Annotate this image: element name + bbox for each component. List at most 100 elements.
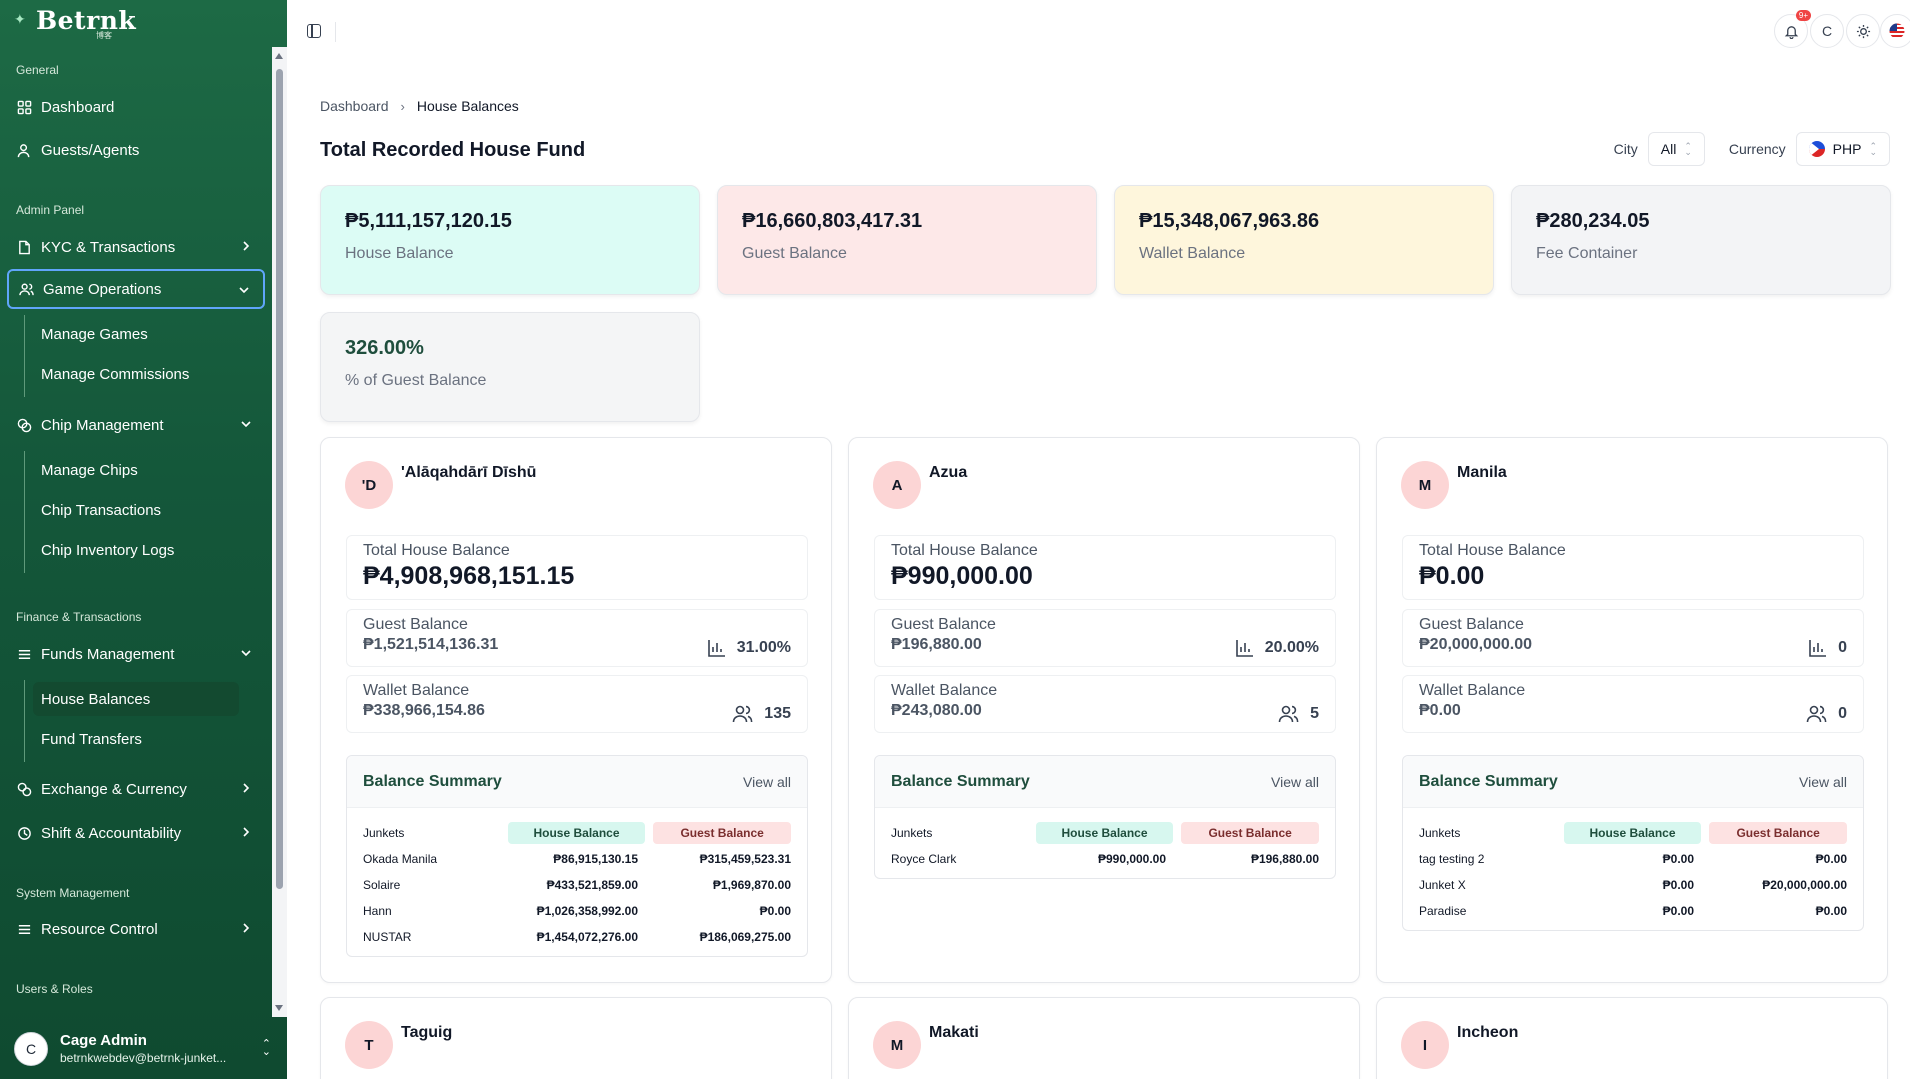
sidebar: ✦ Betrnk 博客 General Dashboard Guests/Age… bbox=[0, 0, 287, 1079]
wallet-count-value: 5 bbox=[1310, 705, 1319, 722]
user-name: Cage Admin bbox=[60, 1032, 147, 1049]
sidebar-item-dashboard[interactable]: Dashboard bbox=[7, 87, 265, 127]
sidebar-item-chip-management[interactable]: Chip Management bbox=[7, 405, 265, 445]
sidebar-item-manage-commissions[interactable]: Manage Commissions bbox=[41, 365, 190, 383]
bar-chart-icon bbox=[1808, 638, 1828, 658]
user-email: betrnkwebdev@betrnk-junket... bbox=[60, 1051, 227, 1065]
sidebar-item-manage-games[interactable]: Manage Games bbox=[41, 325, 148, 343]
stat-label: Fee Container bbox=[1536, 245, 1638, 262]
junkets-header: Junkets bbox=[891, 826, 933, 840]
city-avatar: T bbox=[345, 1021, 393, 1069]
table-row: Solaire ₱433,521,859.00 ₱1,969,870.00 bbox=[363, 872, 791, 898]
house-balance-cell: ₱1,454,072,276.00 bbox=[536, 930, 639, 944]
sidebar-item-game-operations[interactable]: Game Operations bbox=[7, 269, 265, 309]
stat-label: Wallet Balance bbox=[1139, 245, 1246, 262]
wallet-count-value: 0 bbox=[1838, 705, 1847, 722]
guest-balance-cell: ₱0.00 bbox=[1815, 852, 1847, 866]
sidebar-item-manage-chips[interactable]: Manage Chips bbox=[41, 461, 138, 479]
sidebar-item-exchange[interactable]: Exchange & Currency bbox=[7, 769, 265, 809]
shift-icon bbox=[16, 825, 32, 841]
city-avatar: M bbox=[1401, 461, 1449, 509]
sidebar-item-chip-inventory-logs[interactable]: Chip Inventory Logs bbox=[41, 541, 175, 559]
house-balance-cell: ₱990,000.00 bbox=[1097, 852, 1167, 866]
junkets-header: Junkets bbox=[1419, 826, 1461, 840]
submenu-line bbox=[24, 315, 25, 397]
balance-summary: Balance Summary View all Junkets House B… bbox=[346, 755, 808, 957]
table-row: Okada Manila ₱86,915,130.15 ₱315,459,523… bbox=[363, 846, 791, 872]
user-menu[interactable]: C Cage Admin betrnkwebdev@betrnk-junket.… bbox=[0, 1018, 287, 1079]
guest-percentage: 20.00% bbox=[1235, 638, 1319, 658]
sidebar-item-label: Game Operations bbox=[43, 280, 162, 298]
sidebar-item-label: Dashboard bbox=[41, 98, 115, 116]
guest-balance-box: Guest Balance ₱20,000,000.00 0 bbox=[1402, 609, 1864, 667]
balance-summary-title: Balance Summary bbox=[1419, 772, 1558, 790]
junket-name: Royce Clark bbox=[891, 852, 957, 866]
breadcrumb-current: House Balances bbox=[416, 98, 519, 114]
chevron-right-icon bbox=[239, 781, 253, 795]
sidebar-item-label: KYC & Transactions bbox=[41, 238, 176, 256]
sidebar-item-fund-transfers[interactable]: Fund Transfers bbox=[41, 730, 142, 748]
view-all-link[interactable]: View all bbox=[1271, 773, 1319, 790]
users-icon bbox=[1278, 704, 1300, 724]
house-balance-cell: ₱433,521,859.00 bbox=[546, 878, 639, 892]
city-card: M Manila Total House Balance ₱0.00 Guest… bbox=[1376, 437, 1888, 983]
table-row: NUSTAR ₱1,454,072,276.00 ₱186,069,275.00 bbox=[363, 924, 791, 950]
junket-name: Solaire bbox=[363, 878, 401, 892]
page-title: Total Recorded House Fund bbox=[320, 139, 586, 161]
scroll-down-icon[interactable] bbox=[275, 1005, 283, 1011]
notifications-button[interactable]: 9+ bbox=[1774, 10, 1811, 48]
metric-label: Wallet Balance bbox=[1419, 682, 1526, 699]
language-button[interactable] bbox=[1880, 14, 1910, 48]
sidebar-item-label: Funds Management bbox=[41, 645, 175, 663]
chevron-right-icon: › bbox=[400, 98, 405, 114]
house-balance-cell: ₱0.00 bbox=[1662, 852, 1695, 866]
sidebar-item-resource-control[interactable]: Resource Control bbox=[7, 909, 265, 949]
sidebar-item-chip-transactions[interactable]: Chip Transactions bbox=[41, 501, 162, 519]
stat-card-wallet-balance: ₱15,348,067,963.86 Wallet Balance bbox=[1114, 185, 1494, 295]
table-header: Junkets House Balance Guest Balance bbox=[891, 820, 1319, 846]
sidebar-item-kyc[interactable]: KYC & Transactions bbox=[7, 227, 265, 267]
scroll-up-icon[interactable] bbox=[275, 53, 283, 59]
scroll-thumb[interactable] bbox=[276, 69, 283, 889]
guest-balance-box: Guest Balance ₱1,521,514,136.31 31.00% bbox=[346, 609, 808, 667]
chevron-right-icon bbox=[239, 921, 253, 935]
table-header: Junkets House Balance Guest Balance bbox=[363, 820, 791, 846]
house-balance-cell: ₱86,915,130.15 bbox=[553, 852, 639, 866]
sidebar-toggle-icon[interactable] bbox=[307, 24, 321, 38]
city-avatar: 'D bbox=[345, 461, 393, 509]
users-icon bbox=[1806, 704, 1828, 724]
view-all-link[interactable]: View all bbox=[1799, 773, 1847, 790]
sidebar-scrollbar[interactable] bbox=[272, 47, 287, 1017]
sidebar-item-label: Shift & Accountability bbox=[41, 824, 182, 842]
view-all-link[interactable]: View all bbox=[743, 773, 791, 790]
breadcrumb-root[interactable]: Dashboard bbox=[320, 98, 389, 114]
sidebar-item-guests[interactable]: Guests/Agents bbox=[7, 130, 265, 170]
sidebar-item-shift[interactable]: Shift & Accountability bbox=[7, 813, 265, 853]
sidebar-item-label: Chip Management bbox=[41, 416, 164, 434]
chevrons-up-down-icon: ⌃ ⌄ bbox=[261, 1038, 271, 1058]
junket-name: Junket X bbox=[1419, 878, 1466, 892]
user-initial-button[interactable]: C bbox=[1810, 14, 1844, 48]
guest-balance-cell: ₱186,069,275.00 bbox=[699, 930, 791, 944]
wallet-balance-box: Wallet Balance ₱243,080.00 5 bbox=[874, 675, 1336, 733]
city-card: I Incheon bbox=[1376, 997, 1888, 1079]
stat-card-guest-percentage: 326.00% % of Guest Balance bbox=[320, 312, 700, 422]
sidebar-item-house-balances[interactable]: House Balances bbox=[33, 682, 239, 716]
brand-logo[interactable]: ✦ Betrnk bbox=[14, 6, 136, 35]
filters: City All ⌃ ⌄ Currency PHP ⌃ ⌄ bbox=[1614, 132, 1890, 166]
chevron-right-icon bbox=[239, 825, 253, 839]
guest-percentage-value: 0 bbox=[1838, 639, 1847, 656]
guest-balance-value: ₱196,880.00 bbox=[891, 636, 982, 653]
currency-select[interactable]: PHP ⌃ ⌄ bbox=[1795, 132, 1890, 166]
theme-toggle-button[interactable] bbox=[1846, 14, 1880, 48]
bell-icon bbox=[1784, 25, 1798, 39]
city-select[interactable]: All ⌃ ⌄ bbox=[1647, 132, 1705, 166]
sidebar-item-funds-management[interactable]: Funds Management bbox=[7, 634, 265, 674]
stat-card-house-balance: ₱5,111,157,120.15 House Balance bbox=[320, 185, 700, 295]
menu-icon bbox=[16, 646, 32, 662]
us-flag-icon bbox=[1889, 23, 1905, 39]
stat-card-guest-balance: ₱16,660,803,417.31 Guest Balance bbox=[717, 185, 1097, 295]
city-name: Incheon bbox=[1457, 1024, 1519, 1041]
bar-chart-icon bbox=[707, 638, 727, 658]
guest-percentage-value: 20.00% bbox=[1264, 639, 1319, 656]
